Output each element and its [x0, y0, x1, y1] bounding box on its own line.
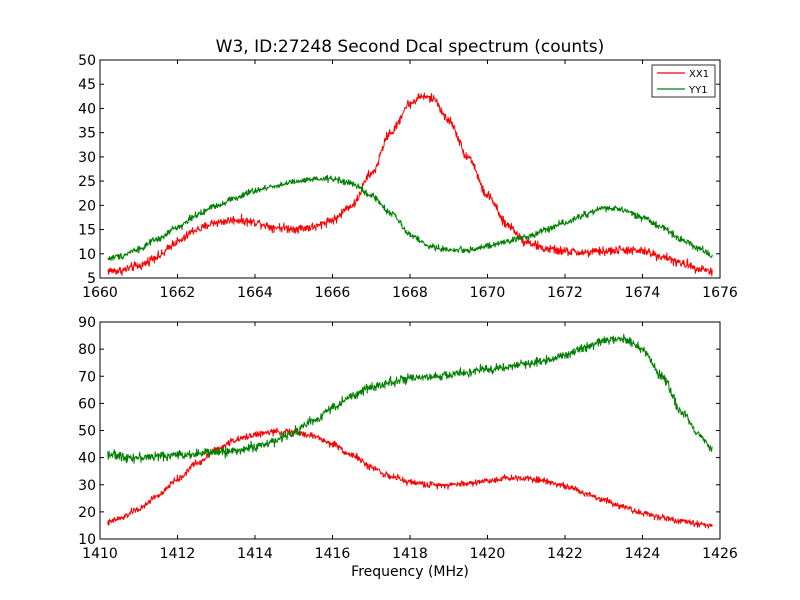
legend-label-xx1: XX1	[689, 69, 709, 80]
top-chart-y-tick-label: 5	[87, 271, 96, 287]
bottom-chart-y-tick-label: 80	[78, 342, 96, 358]
top-chart-y-tick-label: 50	[78, 53, 96, 69]
bottom-chart-tick-labels: 1410 1412 1414 1416 1418 1420 1422 1424 1426 10 20…	[78, 315, 738, 562]
legend-label-yy1: YY1	[688, 85, 708, 96]
top-chart-x-tick-label: 1670	[470, 285, 506, 301]
top-chart-x-tick-label: 1662	[160, 285, 196, 301]
legend-frame	[651, 64, 716, 98]
bottom-chart-x-tick-label: 1426	[702, 546, 738, 562]
bottom-chart-y-tick-label: 60	[78, 396, 96, 412]
bottom-chart-y-tick-label: 90	[78, 315, 96, 331]
top-chart-y-tick-label: 20	[78, 198, 96, 214]
bottom-chart-y-tick-label: 20	[78, 505, 96, 521]
top-chart-legend: XX1 YY1	[651, 64, 716, 98]
bottom-chart-x-tick-label: 1414	[237, 546, 273, 562]
top-chart-y-tick-label: 45	[78, 77, 96, 93]
top-chart-tick-labels: 1660 1662 1664 1666 1668 1670 1672 1674 1676 5 10 1…	[78, 53, 738, 301]
top-chart-series-line-yy1	[107, 174, 713, 261]
bottom-chart-series-line-yy1	[107, 333, 713, 464]
top-chart-x-tick-label: 1676	[702, 285, 738, 301]
bottom-chart-x-tick-label: 1418	[392, 546, 428, 562]
top-chart-y-tick-label: 40	[78, 101, 96, 117]
bottom-chart-y-tick-label: 70	[78, 369, 96, 385]
top-chart-x-tick-label: 1674	[625, 285, 661, 301]
bottom-chart: 1410 1412 1414 1416 1418 1420 1422 1424 1426 10 20…	[78, 315, 738, 580]
bottom-chart-x-tick-label: 1424	[625, 546, 661, 562]
top-chart-y-tick-label: 25	[78, 174, 96, 190]
top-chart-x-tick-label: 1668	[392, 285, 428, 301]
top-chart-y-tick-label: 30	[78, 150, 96, 166]
bottom-chart-y-tick-label: 10	[78, 532, 96, 548]
bottom-chart-x-tick-label: 1416	[315, 546, 351, 562]
bottom-chart-x-tick-label: 1412	[160, 546, 196, 562]
top-chart-x-tick-label: 1666	[315, 285, 351, 301]
top-chart-x-tick-label: 1664	[237, 285, 273, 301]
top-chart-x-tick-label: 1672	[547, 285, 583, 301]
top-chart-x-tick-label: 1660	[82, 285, 118, 301]
top-chart-ticks	[99, 59, 721, 279]
bottom-chart-ticks	[99, 321, 721, 540]
bottom-chart-x-tick-label: 1410	[82, 546, 118, 562]
top-chart-series-group	[107, 92, 713, 277]
bottom-chart-y-tick-label: 30	[78, 478, 96, 494]
bottom-chart-series-group	[107, 333, 713, 529]
bottom-chart-y-tick-label: 40	[78, 451, 96, 467]
top-chart: W3, ID:27248 Second Dcal spectrum (count…	[78, 37, 738, 301]
top-chart-y-tick-label: 10	[78, 247, 96, 263]
top-chart-title: W3, ID:27248 Second Dcal spectrum (count…	[216, 37, 605, 57]
bottom-chart-x-tick-label: 1422	[547, 546, 583, 562]
bottom-chart-x-axis-label: Frequency (MHz)	[351, 564, 469, 580]
bottom-chart-x-tick-label: 1420	[470, 546, 506, 562]
top-chart-series-line-xx1	[107, 92, 713, 277]
top-chart-y-tick-label: 35	[78, 126, 96, 142]
bottom-chart-y-tick-label: 50	[78, 424, 96, 440]
top-chart-y-tick-label: 15	[78, 223, 96, 239]
